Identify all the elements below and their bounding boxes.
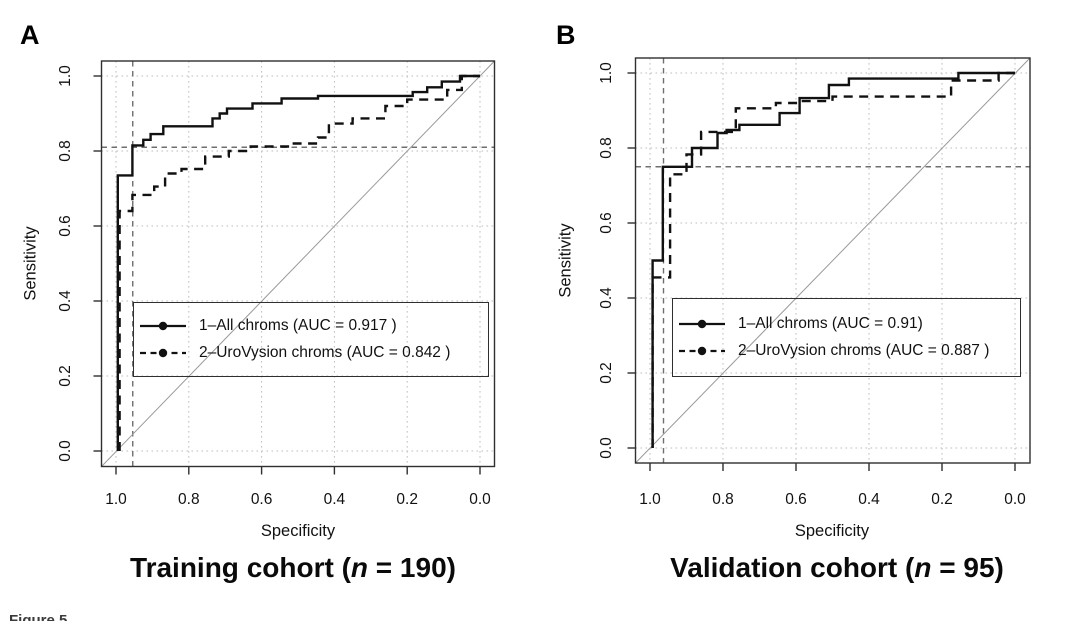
x-tick-label: 0.0 (469, 491, 491, 508)
legend-label-all-chroms: 1–All chroms (AUC = 0.917 ) (199, 317, 397, 334)
plot-box (634, 57, 1031, 464)
legend-label-all-chroms: 1–All chroms (AUC = 0.91) (738, 315, 923, 332)
solid-line-marker-icon (140, 321, 186, 331)
caption-n-italic: n (350, 552, 369, 583)
x-tick-label: 0.8 (178, 491, 200, 508)
training-cohort-caption: Training cohort (n = 190) (93, 552, 493, 584)
y-tick-label: 0.8 (57, 140, 74, 162)
x-tick-label: 0.2 (396, 491, 418, 508)
roc-curve-2-urovysion-chroms (651, 71, 1015, 448)
panel-a-xlabel: Specificity (260, 522, 336, 540)
x-tick-label: 0.0 (1004, 491, 1026, 508)
legend-label-urovysion-chroms: 2–UroVysion chroms (AUC = 0.842 ) (199, 344, 451, 361)
x-tick-label: 0.6 (250, 491, 273, 508)
panel-b-ylabel: Sensitivity (556, 223, 575, 298)
x-tick-label: 1.0 (639, 491, 661, 508)
panel-a-legend: 1–All chroms (AUC = 0.917 ) 2–UroVysion … (133, 302, 489, 377)
y-tick-label: 0.8 (598, 137, 615, 159)
x-tick-label: 0.6 (785, 491, 807, 508)
y-tick-label: 0.4 (598, 287, 615, 309)
panel-a-ylabel: Sensitivity (21, 226, 40, 301)
figure-caption-partial: Figure 5 (9, 612, 68, 621)
panel-b-legend: 1–All chroms (AUC = 0.91) 2–UroVysion ch… (672, 298, 1021, 377)
panel-b-xlabel: Specificity (794, 522, 870, 540)
roc-curve-2-urovysion-chroms (118, 74, 480, 451)
y-tick-label: 0.2 (57, 365, 74, 387)
dashed-line-marker-icon (679, 346, 725, 356)
x-tick-label: 1.0 (105, 491, 127, 508)
solid-line-marker-icon (679, 319, 725, 329)
x-tick-label: 0.8 (712, 491, 734, 508)
validation-cohort-caption: Validation cohort (n = 95) (637, 552, 1037, 584)
y-tick-label: 0.2 (598, 362, 615, 384)
roc-curve-1-all-chroms (116, 74, 480, 451)
legend-row: 2–UroVysion chroms (AUC = 0.842 ) (134, 343, 488, 363)
caption-n-italic: n (914, 552, 932, 583)
dashed-line-marker-icon (140, 348, 186, 358)
y-tick-label: 0.4 (57, 290, 74, 312)
chance-diagonal-line (101, 60, 495, 467)
y-tick-label: 0.0 (57, 440, 74, 462)
legend-label-urovysion-chroms: 2–UroVysion chroms (AUC = 0.887 ) (738, 342, 990, 359)
caption-text: Validation cohort ( (670, 552, 915, 583)
caption-text: = 190) (368, 552, 456, 583)
x-tick-label: 0.4 (323, 491, 346, 508)
legend-row: 1–All chroms (AUC = 0.91) (673, 314, 1020, 334)
y-tick-label: 0.6 (598, 212, 615, 234)
panel-a-label: A (20, 20, 40, 50)
y-tick-label: 0.6 (57, 215, 74, 237)
legend-row: 2–UroVysion chroms (AUC = 0.887 ) (673, 341, 1020, 361)
roc-curve-1-all-chroms (651, 71, 1015, 448)
caption-text: = 95) (931, 552, 1004, 583)
caption-text: Training cohort ( (130, 552, 351, 583)
legend-row: 1–All chroms (AUC = 0.917 ) (134, 316, 488, 336)
y-tick-label: 1.0 (598, 62, 615, 84)
x-tick-label: 0.4 (858, 491, 880, 508)
x-tick-label: 0.2 (931, 491, 953, 508)
chance-diagonal-line (635, 57, 1031, 464)
panel-b-label: B (556, 20, 576, 50)
y-tick-label: 0.0 (598, 437, 615, 459)
y-tick-label: 1.0 (57, 65, 74, 87)
plot-box (100, 60, 496, 468)
